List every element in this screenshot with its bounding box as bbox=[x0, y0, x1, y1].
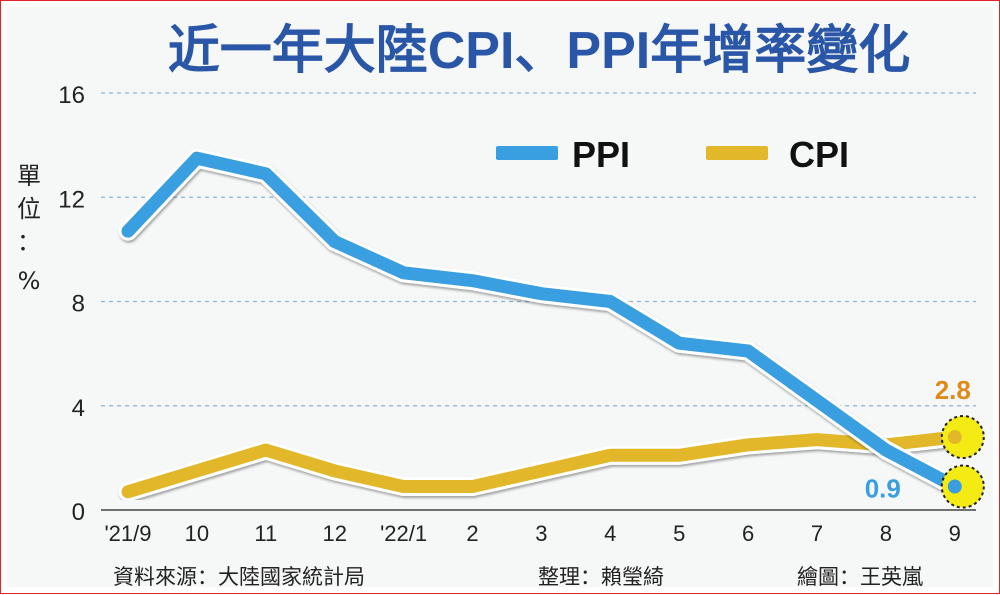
unit-char: 單 bbox=[17, 162, 41, 190]
series-lines bbox=[128, 158, 955, 492]
legend-item-ppi: PPI bbox=[496, 134, 630, 175]
x-axis-ticks: '21/9 10 11 12 '22/1 2 3 4 5 6 7 8 9 bbox=[104, 521, 960, 546]
unit-char: 位 bbox=[17, 195, 41, 223]
illustrator-credit: 繪圖：王英嵐 bbox=[797, 565, 923, 589]
data-label-cpi: 2.8 bbox=[935, 375, 971, 405]
source-credit: 資料來源：大陸國家統計局 bbox=[113, 565, 365, 589]
legend-swatch bbox=[496, 146, 558, 160]
x-tick-label: 12 bbox=[322, 521, 346, 546]
x-tick-label: 10 bbox=[185, 521, 209, 546]
end-point-cpi bbox=[948, 430, 962, 444]
x-tick-label: 3 bbox=[535, 521, 547, 546]
y-tick-label: 8 bbox=[72, 291, 85, 318]
y-axis-ticks: 0 4 8 12 16 bbox=[58, 82, 85, 526]
x-tick-label: 6 bbox=[742, 521, 754, 546]
data-label-ppi: 0.9 bbox=[865, 474, 901, 504]
x-tick-label: 2 bbox=[466, 521, 478, 546]
x-tick-label: 9 bbox=[949, 521, 961, 546]
y-tick-label: 12 bbox=[58, 186, 85, 213]
legend-label: CPI bbox=[789, 134, 849, 175]
x-tick-label: '21/9 bbox=[104, 521, 151, 546]
y-tick-label: 16 bbox=[58, 82, 85, 109]
series-cpi bbox=[128, 437, 955, 492]
legend-item-cpi: CPI bbox=[706, 134, 849, 175]
y-tick-label: 4 bbox=[72, 395, 85, 422]
end-point-highlights bbox=[942, 416, 984, 508]
editor-credit: 整理：賴瑩綺 bbox=[538, 565, 664, 589]
x-tick-label: 4 bbox=[604, 521, 616, 546]
unit-char: ： bbox=[17, 228, 41, 256]
end-point-ppi bbox=[948, 480, 962, 494]
x-tick-label: 7 bbox=[811, 521, 823, 546]
unit-char: % bbox=[18, 267, 41, 295]
legend-label: PPI bbox=[572, 134, 630, 175]
legend-swatch bbox=[706, 146, 768, 160]
x-tick-label: 8 bbox=[880, 521, 892, 546]
y-tick-label: 0 bbox=[72, 499, 85, 526]
x-tick-label: '22/1 bbox=[380, 521, 427, 546]
x-tick-label: 11 bbox=[254, 521, 277, 546]
chart-title: 近一年大陸CPI、PPI年增率變化 bbox=[168, 22, 911, 80]
x-tick-label: 5 bbox=[673, 521, 685, 546]
legend: PPI CPI bbox=[496, 134, 849, 175]
